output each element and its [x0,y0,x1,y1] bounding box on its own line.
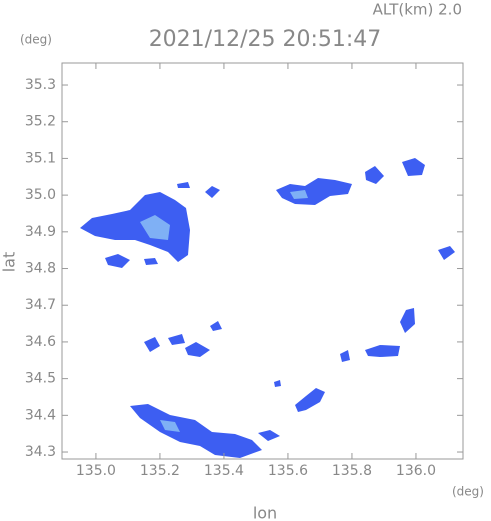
echo [177,182,190,188]
y-tick-label: 35.2 [25,114,56,130]
echo [400,308,415,333]
chart-title: 2021/12/25 20:51:47 [149,27,382,52]
echo [340,350,350,362]
x-unit: (deg) [452,485,484,499]
echo [365,345,400,357]
y-tick-label: 34.9 [25,224,56,240]
echo [205,186,220,198]
echo [290,190,308,199]
x-tick-label: 135.6 [268,463,308,479]
x-tick-label: 135.8 [332,463,372,479]
echo [274,380,281,387]
y-tick-label: 35.1 [25,150,56,166]
echo [402,158,425,176]
x-tick-label: 135.2 [140,463,180,479]
x-axis-label: lon [253,504,277,521]
y-tick-label: 34.7 [25,297,56,313]
echo [144,258,158,265]
y-tick-label: 34.6 [25,334,56,350]
echo [276,178,352,205]
echo [438,246,455,260]
y-tick-label: 34.4 [25,407,56,423]
echo [105,254,130,268]
echo [295,388,325,412]
echo [168,334,185,345]
echo [365,166,384,184]
altitude-label: ALT(km) 2.0 [373,1,462,19]
echo [185,342,210,357]
x-tick-label: 135.0 [76,463,116,479]
x-tick-label: 135.4 [204,463,244,479]
y-unit: (deg) [20,33,52,47]
plot-frame [61,62,464,460]
y-tick-label: 34.8 [25,261,56,277]
x-tick-label: 136.0 [396,463,436,479]
echo [160,420,180,432]
radar-echoes [80,158,455,458]
echo [80,192,190,262]
echo [210,321,222,331]
echo [144,337,160,352]
echo [130,404,262,458]
echo [258,430,280,441]
y-tick-label: 34.5 [25,371,56,387]
y-axis-label: lat [0,252,19,273]
y-tick-label: 35.0 [25,187,56,203]
echo [140,215,170,240]
y-tick-label: 35.3 [25,77,56,93]
y-tick-label: 34.3 [25,444,56,460]
